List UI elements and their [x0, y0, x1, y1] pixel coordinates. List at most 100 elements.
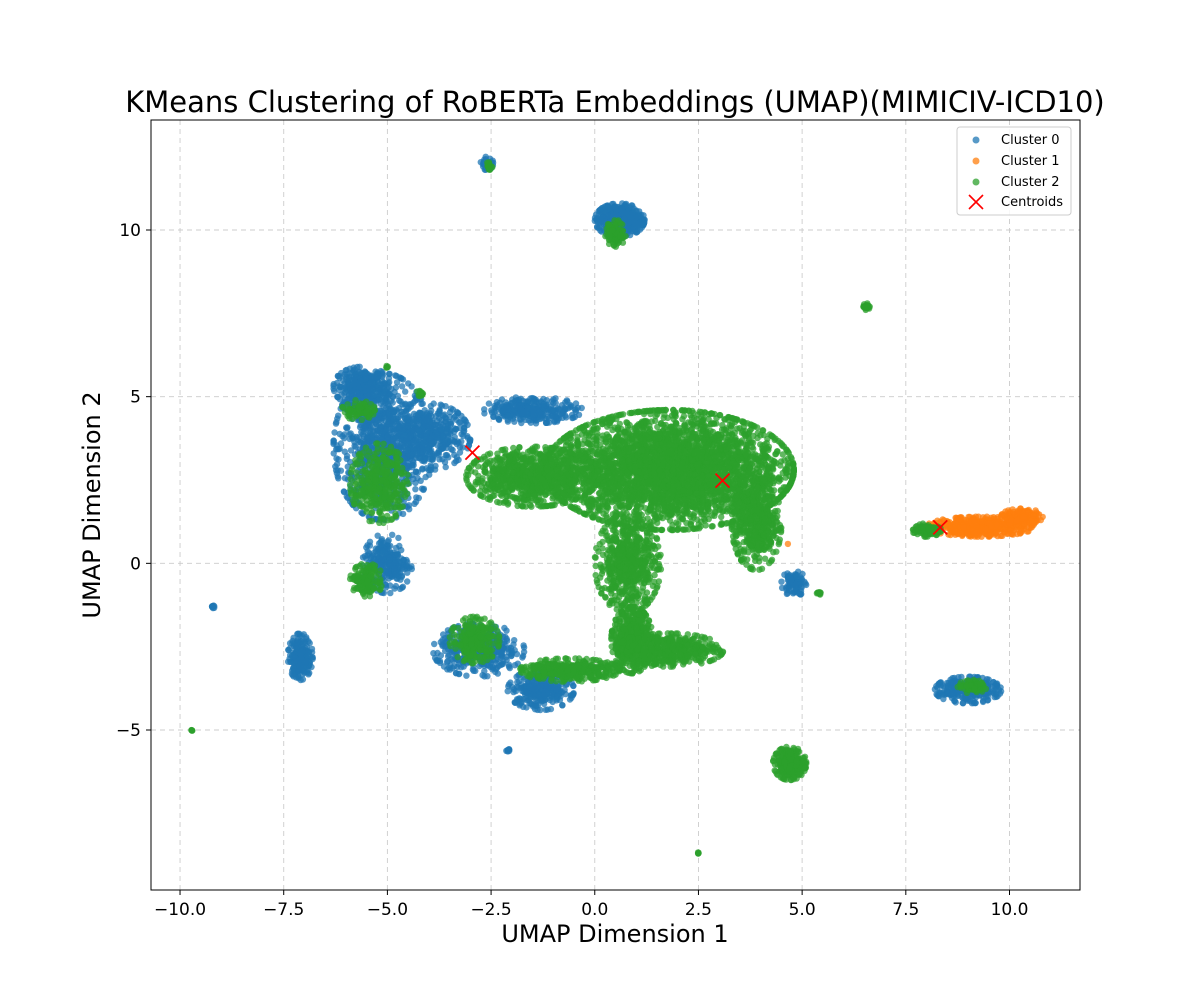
data-point: [428, 466, 435, 474]
data-point: [330, 439, 337, 446]
data-point: [387, 405, 394, 412]
data-point: [447, 420, 455, 427]
data-point: [290, 665, 297, 672]
data-point: [404, 578, 411, 585]
data-point: [361, 553, 369, 560]
data-point: [336, 445, 343, 452]
data-point: [404, 439, 411, 447]
data-point: [479, 672, 486, 679]
data-point: [456, 449, 464, 456]
data-point: [513, 696, 521, 703]
data-point: [337, 440, 345, 447]
data-point: [411, 500, 418, 507]
data-point: [417, 449, 424, 456]
data-point: [363, 544, 370, 551]
data-point: [343, 375, 350, 383]
data-point: [536, 415, 544, 423]
data-point: [1039, 513, 1046, 521]
data-point: [396, 397, 403, 404]
data-point: [360, 433, 368, 440]
points-layer: [188, 153, 1046, 857]
data-point: [335, 386, 343, 394]
data-point: [367, 554, 374, 561]
data-point: [389, 399, 396, 406]
data-point: [404, 446, 411, 454]
data-point: [611, 203, 619, 210]
data-point: [392, 551, 400, 558]
data-point: [415, 427, 422, 434]
data-point: [433, 433, 440, 440]
data-point: [498, 648, 506, 656]
data-point: [551, 418, 558, 426]
data-point: [496, 399, 504, 406]
data-point: [570, 682, 577, 689]
data-point: [983, 513, 991, 520]
data-point: [285, 646, 292, 654]
data-point: [463, 672, 470, 679]
data-point: [362, 371, 369, 378]
data-point: [458, 438, 465, 445]
data-point: [294, 630, 302, 637]
data-point: [540, 400, 548, 408]
data-point: [391, 426, 399, 434]
data-point: [345, 392, 352, 399]
data-point: [794, 589, 801, 596]
data-point: [972, 513, 979, 520]
data-point: [392, 434, 399, 441]
data-point: [1030, 512, 1037, 519]
data-point: [982, 525, 989, 533]
data-point: [337, 467, 345, 474]
data-point: [368, 437, 375, 444]
data-point: [412, 486, 419, 493]
data-point: [423, 411, 430, 418]
data-point: [432, 462, 439, 470]
data-point: [292, 645, 300, 652]
data-point: [493, 659, 500, 667]
data-point: [300, 664, 307, 671]
data-point: [498, 660, 506, 668]
data-point: [347, 447, 355, 454]
data-point: [428, 407, 435, 414]
data-point: [366, 391, 374, 398]
data-point: [360, 428, 367, 435]
data-point: [640, 220, 648, 227]
data-point: [416, 409, 423, 417]
data-point: [959, 699, 966, 707]
data-point: [366, 426, 374, 433]
data-point: [801, 578, 808, 585]
data-point: [376, 407, 384, 414]
data-point: [388, 385, 395, 393]
data-point: [336, 430, 343, 438]
data-point: [403, 562, 410, 569]
data-point: [399, 510, 407, 518]
data-point: [334, 415, 341, 422]
data-point: [413, 441, 420, 448]
data-point: [516, 702, 523, 709]
data-point: [999, 520, 1006, 527]
data-point: [520, 409, 527, 417]
data-point: [361, 438, 368, 445]
data-point: [340, 488, 348, 495]
data-point: [303, 643, 311, 650]
data-point: [390, 415, 397, 423]
data-point: [440, 412, 447, 419]
data-point: [507, 644, 515, 652]
data-point: [378, 542, 385, 549]
data-point: [452, 426, 459, 433]
data-point: [402, 422, 409, 429]
data-point: [399, 583, 407, 590]
data-point: [948, 690, 956, 698]
data-point: [511, 418, 518, 425]
data-point: [464, 434, 471, 442]
data-point: [431, 640, 438, 648]
data-point: [453, 454, 461, 461]
data-point: [426, 435, 433, 443]
data-point: [951, 528, 958, 535]
data-point: [1030, 519, 1037, 526]
data-point: [385, 410, 392, 417]
data-point: [1014, 507, 1022, 514]
data-point: [393, 372, 400, 380]
data-point: [423, 447, 430, 454]
data-point: [351, 375, 358, 383]
